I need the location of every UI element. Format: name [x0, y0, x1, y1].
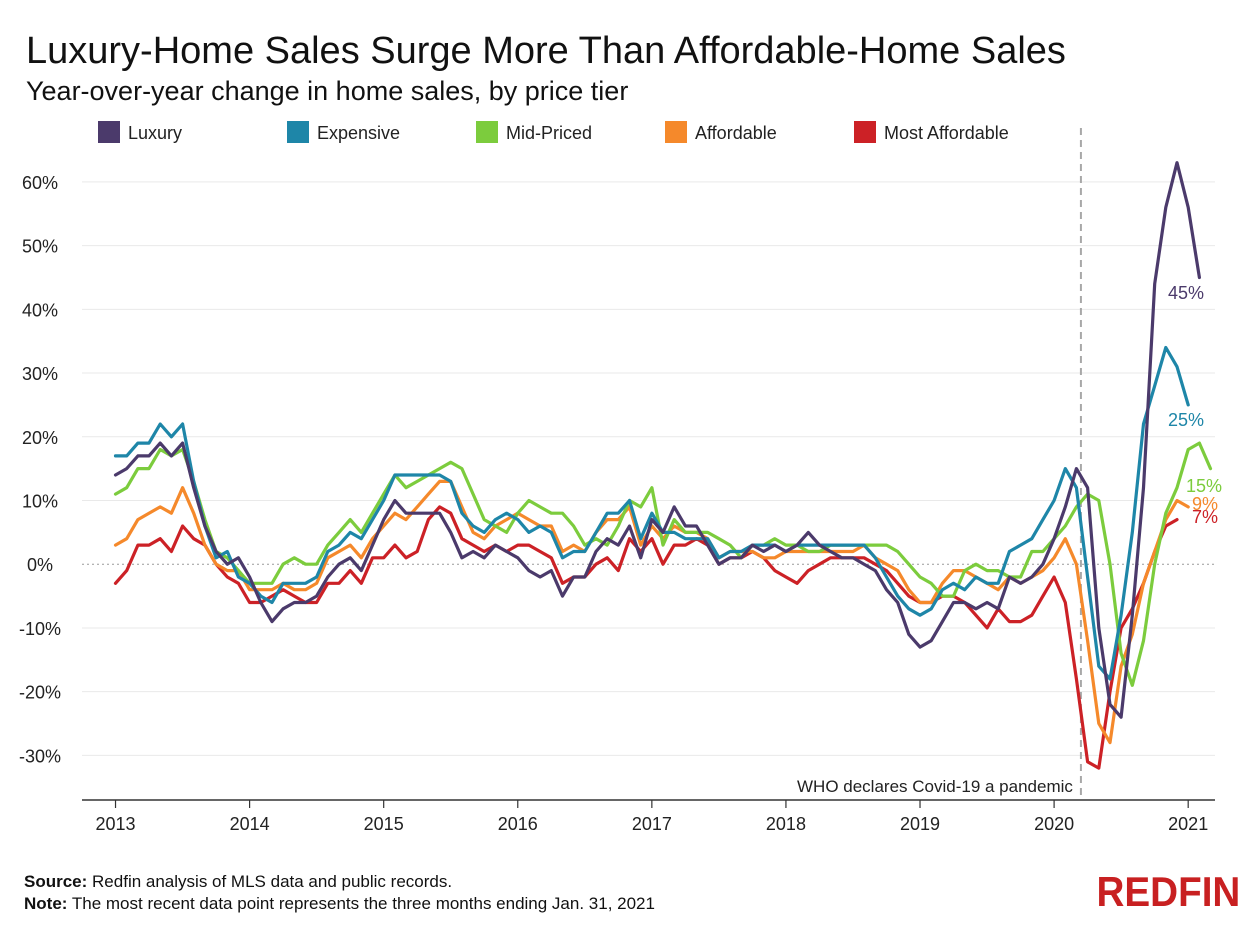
x-tick-label: 2017: [632, 814, 672, 834]
note-label: Note:: [24, 894, 68, 913]
end-label-expensive: 25%: [1168, 410, 1204, 430]
y-tick-label: 0%: [27, 555, 53, 575]
redfin-logo: REDFIN: [1096, 868, 1240, 915]
chart-subtitle: Year-over-year change in home sales, by …: [26, 76, 629, 106]
legend-label: Most Affordable: [884, 123, 1009, 143]
x-tick-label: 2016: [498, 814, 538, 834]
legend-swatch: [98, 121, 120, 143]
y-tick-label: 30%: [22, 364, 58, 384]
x-tick-label: 2021: [1168, 814, 1208, 834]
legend-swatch: [854, 121, 876, 143]
end-label-most-affordable: 7%: [1192, 507, 1218, 527]
end-label-luxury: 45%: [1168, 283, 1204, 303]
grid-layer: [82, 181, 1215, 756]
legend-label: Luxury: [128, 123, 182, 143]
y-tick-label: 40%: [22, 300, 58, 320]
y-tick-label: 10%: [22, 491, 58, 511]
chart-title: Luxury-Home Sales Surge More Than Afford…: [26, 30, 1066, 72]
x-tick-label: 2019: [900, 814, 940, 834]
x-tick-label: 2013: [95, 814, 135, 834]
x-tick-label: 2015: [364, 814, 404, 834]
y-tick-label: 20%: [22, 428, 58, 448]
legend-swatch: [287, 121, 309, 143]
source-label: Source:: [24, 872, 88, 891]
series-line-luxury: [113, 161, 1201, 719]
y-tick-label: -30%: [19, 746, 61, 766]
legend-swatch: [476, 121, 498, 143]
series-layer: 45% 25% 15%9%7%: [113, 161, 1222, 770]
y-tick-label: 60%: [22, 173, 58, 193]
pandemic-annotation: WHO declares Covid-19 a pandemic: [797, 777, 1073, 796]
source-note: Source: Redfin analysis of MLS data and …: [24, 872, 452, 892]
data-note: Note: The most recent data point represe…: [24, 894, 655, 914]
y-tick-label: -10%: [19, 619, 61, 639]
x-tick-label: 2014: [230, 814, 270, 834]
legend-label: Mid-Priced: [506, 123, 592, 143]
axis-layer: 60% 50% 40% 30% 20% 10% 0% -10% -20% -30% 2013 2014…: [19, 173, 1215, 834]
y-tick-label: -20%: [19, 683, 61, 703]
legend-swatch: [665, 121, 687, 143]
series-line-expensive: [113, 345, 1190, 681]
series-line-most-affordable: [113, 505, 1179, 770]
y-tick-label: 50%: [22, 237, 58, 257]
legend-layer: Luxury Expensive Mid-Priced Affordable Most …: [98, 121, 1009, 143]
note-text: The most recent data point represents th…: [71, 894, 655, 913]
x-tick-label: 2020: [1034, 814, 1074, 834]
source-text: Redfin analysis of MLS data and public r…: [92, 872, 453, 891]
end-label-mid-priced: 15%: [1186, 476, 1222, 496]
legend-label: Affordable: [695, 123, 777, 143]
legend-label: Expensive: [317, 123, 400, 143]
end-label-affordable: 9%: [1192, 494, 1218, 514]
series-line-mid-priced: [113, 441, 1213, 687]
x-tick-label: 2018: [766, 814, 806, 834]
annotation-layer: WHO declares Covid-19 a pandemic: [797, 128, 1082, 800]
